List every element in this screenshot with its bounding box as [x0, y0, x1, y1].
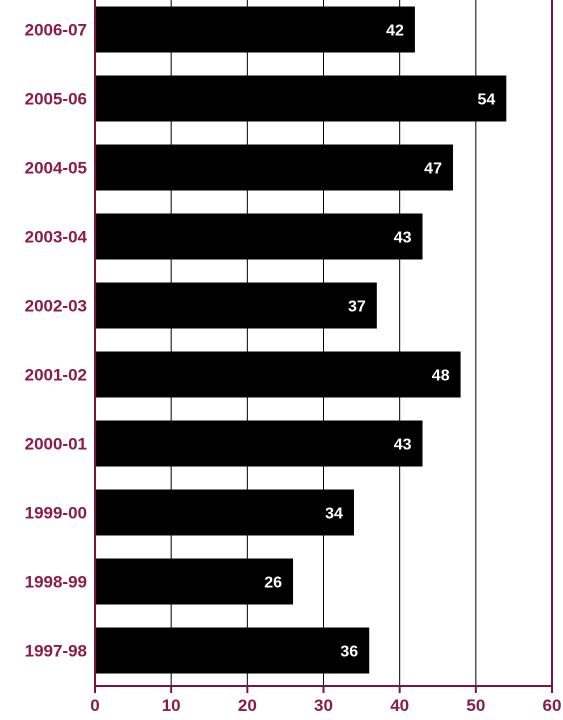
- bar: [95, 144, 453, 191]
- category-label: 2001-02: [25, 366, 87, 385]
- data-label: 43: [394, 437, 412, 454]
- data-label: 47: [424, 161, 442, 178]
- category-label: 2002-03: [25, 297, 87, 316]
- axes: [94, 0, 553, 693]
- tick-label: 10: [162, 696, 181, 715]
- data-labels: 42 54 47 43 37 48 43 34 26 36: [264, 23, 495, 661]
- tick-label: 20: [238, 696, 257, 715]
- category-label: 2006-07: [25, 21, 87, 40]
- data-label: 48: [432, 368, 450, 385]
- data-label: 42: [386, 23, 404, 40]
- tick-label: 40: [390, 696, 409, 715]
- category-label: 2000-01: [25, 435, 87, 454]
- category-label: 2003-04: [25, 228, 88, 247]
- category-label: 1997-98: [25, 642, 87, 661]
- data-label: 54: [478, 92, 496, 109]
- bar: [95, 489, 354, 536]
- data-label: 26: [264, 575, 282, 592]
- data-label: 34: [325, 506, 343, 523]
- tick-labels: 0 10 20 30 40 50 60: [90, 696, 561, 715]
- tick-label: 50: [466, 696, 485, 715]
- category-labels: 2006-07 2005-06 2004-05 2003-04 2002-03 2001-…: [25, 21, 88, 661]
- bar: [95, 213, 423, 260]
- bar: [95, 420, 423, 467]
- tick-label: 0: [90, 696, 99, 715]
- bar: [95, 75, 507, 122]
- data-label: 43: [394, 230, 412, 247]
- bar: [95, 351, 461, 398]
- bar: [95, 627, 370, 674]
- tick-label: 30: [314, 696, 333, 715]
- bar: [95, 6, 415, 53]
- bar: [95, 282, 377, 329]
- bars: [95, 6, 507, 674]
- data-label: 37: [348, 299, 366, 316]
- data-label: 36: [340, 644, 358, 661]
- bar: [95, 558, 294, 605]
- tick-label: 60: [543, 696, 562, 715]
- category-label: 2004-05: [25, 159, 87, 178]
- category-label: 1998-99: [25, 573, 87, 592]
- category-label: 2005-06: [25, 90, 87, 109]
- category-label: 1999-00: [25, 504, 87, 523]
